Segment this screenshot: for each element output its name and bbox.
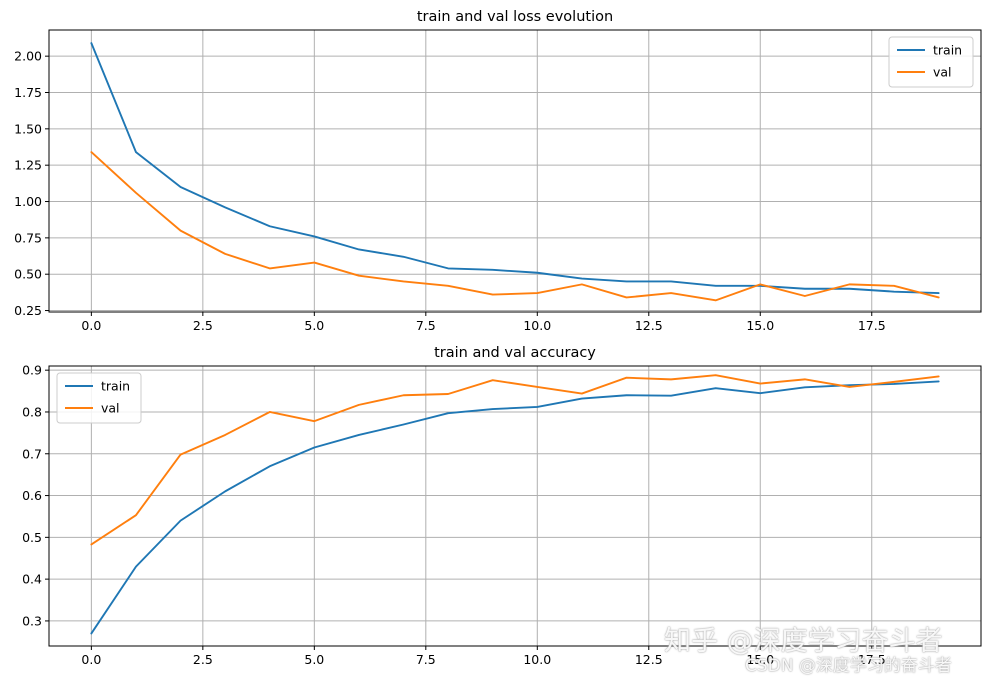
chart-2-xtick-label-2: 5.0 — [304, 652, 324, 667]
chart-1-ytick-label-4: 1.25 — [14, 158, 42, 173]
chart-2-ytick-label-5: 0.8 — [22, 404, 42, 419]
chart-2-series-train — [90, 380, 940, 635]
chart-1-ytick-label-1: 0.50 — [14, 267, 42, 282]
chart-1-xtick-label-1: 2.5 — [193, 318, 213, 333]
chart-1: 0.0 2.5 5.0 7.5 10.0 12.5 15.0 17.5 0.25 0.50 0.75… — [14, 9, 982, 333]
chart-2-axes-frame — [48, 365, 982, 647]
chart-1-legend: train val — [888, 36, 974, 88]
chart-2-series-val — [90, 374, 940, 546]
chart-1-xtick-label-0: 0.0 — [81, 318, 101, 333]
chart-1-axes-frame — [48, 29, 982, 313]
chart-2-legend: train val — [56, 372, 142, 424]
chart-2-ytick-label-4: 0.7 — [22, 446, 42, 461]
watermark-secondary: CSDN @深度学习的奋斗者 — [745, 656, 952, 676]
chart-2-title: train and val accuracy — [434, 345, 596, 361]
chart-2-ytick-label-3: 0.6 — [22, 488, 42, 503]
chart-1-legend-label-val: val — [933, 65, 952, 80]
chart-1-xtick-label-2: 5.0 — [304, 318, 324, 333]
chart-2-legend-label-train: train — [101, 379, 130, 394]
chart-1-xtick-label-7: 17.5 — [858, 318, 886, 333]
chart-1-title: train and val loss evolution — [417, 9, 613, 25]
chart-1-ytick-label-0: 0.25 — [14, 303, 42, 318]
chart-2-xtick-label-0: 0.0 — [81, 652, 101, 667]
chart-2-xtick-label-3: 7.5 — [416, 652, 436, 667]
chart-2-xtick-label-5: 12.5 — [635, 652, 663, 667]
chart-1-ytick-label-7: 2.00 — [14, 49, 42, 64]
chart-2-ytick-label-2: 0.5 — [22, 530, 42, 545]
chart-1-xtick-label-6: 15.0 — [746, 318, 774, 333]
chart-2-xtick-label-6: 15.0 — [746, 652, 774, 667]
chart-2-xtick-label-1: 2.5 — [193, 652, 213, 667]
chart-2-ytick-label-1: 0.4 — [22, 572, 42, 587]
chart-1-ytick-label-5: 1.50 — [14, 121, 42, 136]
chart-1-xtick-label-5: 12.5 — [635, 318, 663, 333]
chart-1-series-train — [90, 42, 940, 295]
chart-1-xtick-label-3: 7.5 — [416, 318, 436, 333]
chart-2-xtick-label-7: 17.5 — [858, 652, 886, 667]
chart-1-xtick-label-4: 10.0 — [523, 318, 551, 333]
chart-1-ytick-label-2: 0.75 — [14, 230, 42, 245]
chart-1-legend-label-train: train — [933, 43, 962, 58]
chart-2-ytick-label-6: 0.9 — [22, 363, 42, 378]
chart-2-xtick-label-4: 10.0 — [523, 652, 551, 667]
chart-1-ytick-label-6: 1.75 — [14, 85, 42, 100]
chart-2-legend-label-val: val — [101, 401, 120, 416]
chart-1-series-val — [90, 151, 940, 302]
chart-2: 0.0 2.5 5.0 7.5 10.0 12.5 15.0 17.5 0.3 0.4 0.5 0.6… — [22, 345, 982, 667]
chart-2-ytick-label-0: 0.3 — [22, 613, 42, 628]
watermark-primary: 知乎 @深度学习奋斗者 — [664, 626, 943, 657]
chart-1-ytick-label-3: 1.00 — [14, 194, 42, 209]
